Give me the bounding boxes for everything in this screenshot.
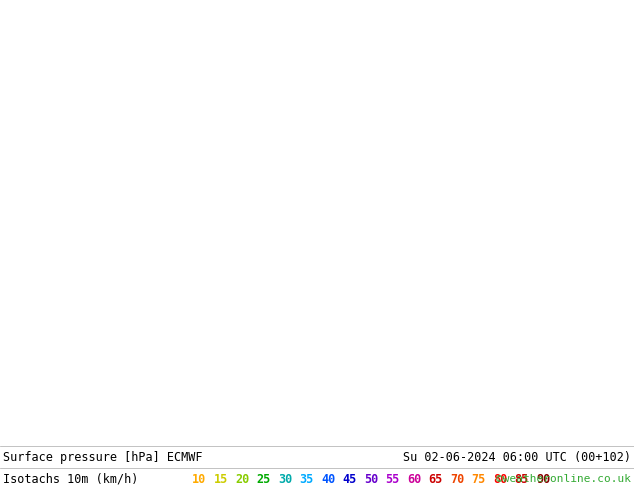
Text: 75: 75 — [472, 472, 486, 486]
Text: 55: 55 — [385, 472, 400, 486]
Text: ©weatheronline.co.uk: ©weatheronline.co.uk — [496, 474, 631, 484]
Text: Surface pressure [hPa] ECMWF: Surface pressure [hPa] ECMWF — [3, 450, 202, 464]
Text: 30: 30 — [278, 472, 292, 486]
Text: 20: 20 — [235, 472, 249, 486]
Text: Su 02-06-2024 06:00 UTC (00+102): Su 02-06-2024 06:00 UTC (00+102) — [403, 450, 631, 464]
Text: 25: 25 — [257, 472, 271, 486]
Text: 50: 50 — [364, 472, 378, 486]
Text: 35: 35 — [299, 472, 314, 486]
Text: 45: 45 — [342, 472, 357, 486]
Text: 40: 40 — [321, 472, 335, 486]
Text: 60: 60 — [407, 472, 421, 486]
Text: 15: 15 — [214, 472, 228, 486]
Text: 80: 80 — [493, 472, 507, 486]
Text: 90: 90 — [536, 472, 550, 486]
Text: Isotachs 10m (km/h): Isotachs 10m (km/h) — [3, 472, 138, 486]
Text: 10: 10 — [192, 472, 206, 486]
Text: 85: 85 — [515, 472, 529, 486]
Text: 65: 65 — [429, 472, 443, 486]
Text: 70: 70 — [450, 472, 464, 486]
